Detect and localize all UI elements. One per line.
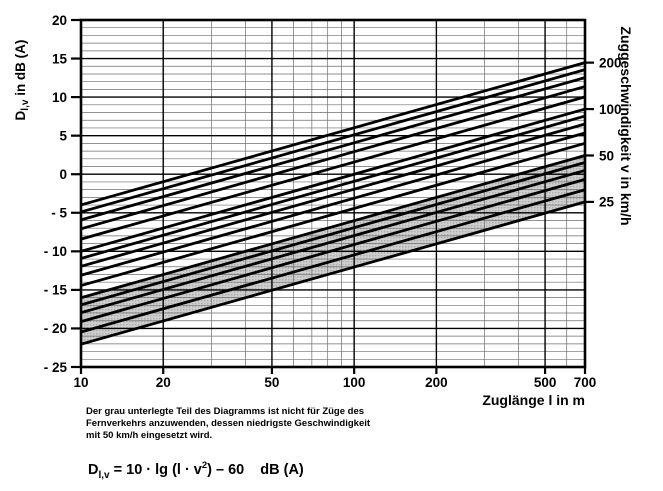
- plot-frame-group: [79, 18, 587, 369]
- x-axis-title: Zuglänge l in m: [482, 392, 585, 408]
- right-speed-label: 200: [599, 55, 622, 70]
- y-tick-label: 0: [59, 167, 67, 182]
- plot-border: [79, 18, 587, 369]
- speed-line-70: [80, 131, 586, 277]
- speed-line-90: [80, 114, 586, 260]
- y-tick-label: 20: [52, 13, 67, 28]
- formula-exponent: 2: [201, 460, 208, 471]
- speed-line-35: [80, 178, 586, 324]
- footnote-line-1: Der grau unterlegte Teil des Diagramms i…: [86, 406, 365, 417]
- x-tick-label: 100: [343, 375, 366, 390]
- speed-line-160: [80, 76, 586, 222]
- speed-line-140: [80, 85, 586, 231]
- formula-symbol: D: [88, 462, 99, 478]
- speed-line-50: [80, 154, 586, 300]
- speed-line-60: [80, 141, 586, 287]
- y-axis-title: Dl,v in dB (A): [13, 40, 31, 121]
- formula-tail: ) – 60: [207, 462, 245, 478]
- y-tick-label: - 10: [44, 244, 67, 259]
- y-tick-label: 15: [52, 51, 68, 66]
- speed-line-120: [80, 95, 586, 241]
- right-speed-label: 100: [599, 102, 622, 117]
- footnote-line-2: Fernverkehrs anzuwenden, dessen niedrigs…: [86, 418, 371, 429]
- formula: Dl,v = 10 · lg (l · v2) – 60 dB (A): [88, 460, 304, 481]
- speed-line-80: [80, 122, 586, 268]
- formula-body: = 10 · lg (l · v: [109, 462, 202, 478]
- right-axis-title: Zuggeschwindigkeit v in km/h: [618, 26, 634, 225]
- speed-lines-group: [80, 61, 586, 346]
- y-tick-label: - 25: [44, 360, 68, 375]
- x-tick-label: 500: [534, 375, 557, 390]
- footnote-line-3: mit 50 km/h eingesetzt wird.: [86, 430, 213, 441]
- speed-line-25: [80, 200, 586, 346]
- y-tick-label: - 15: [44, 283, 68, 298]
- y-tick-label: - 20: [44, 321, 67, 336]
- x-tick-label: 700: [574, 375, 597, 390]
- x-tick-label: 200: [425, 375, 448, 390]
- speed-line-40: [80, 169, 586, 315]
- speed-line-180: [80, 68, 586, 214]
- right-speed-label: 25: [599, 195, 615, 210]
- formula-unit: dB (A): [260, 462, 304, 478]
- speed-line-100: [80, 107, 586, 253]
- x-tick-label: 20: [156, 375, 171, 390]
- y-tick-label: - 5: [51, 206, 67, 221]
- right-speed-label: 50: [599, 148, 614, 163]
- formula-symbol-subscript: l,v: [98, 470, 110, 481]
- x-tick-label: 50: [264, 375, 279, 390]
- y-tick-label: 10: [52, 90, 67, 105]
- footnote: Der grau unterlegte Teil des Diagramms i…: [86, 406, 446, 442]
- speed-line-45: [80, 161, 586, 307]
- speed-line-200: [80, 61, 586, 207]
- x-tick-label: 10: [73, 375, 88, 390]
- speed-line-30: [80, 188, 586, 334]
- y-tick-label: 5: [59, 128, 67, 143]
